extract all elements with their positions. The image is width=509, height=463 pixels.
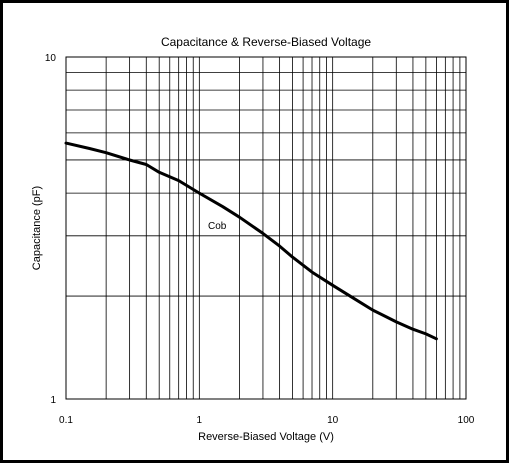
series-line-cob: [64, 141, 438, 341]
x-tick-label: 0.1: [59, 415, 73, 426]
y-axis-label: Capacitance (pF): [31, 186, 43, 270]
y-tick-label: 1: [50, 395, 56, 406]
series-label-cob: Cob: [208, 221, 227, 232]
series-layer: [64, 141, 438, 341]
x-tick-label: 10: [327, 415, 339, 426]
y-tick-label: 10: [45, 53, 57, 64]
x-tick-label: 100: [458, 415, 475, 426]
plot-area-border: [65, 56, 467, 400]
chart-title: Capacitance & Reverse-Biased Voltage: [161, 35, 371, 49]
x-axis-label: Reverse-Biased Voltage (V): [198, 431, 334, 443]
x-tick-label: 1: [197, 415, 203, 426]
chart-grid: [66, 57, 466, 399]
